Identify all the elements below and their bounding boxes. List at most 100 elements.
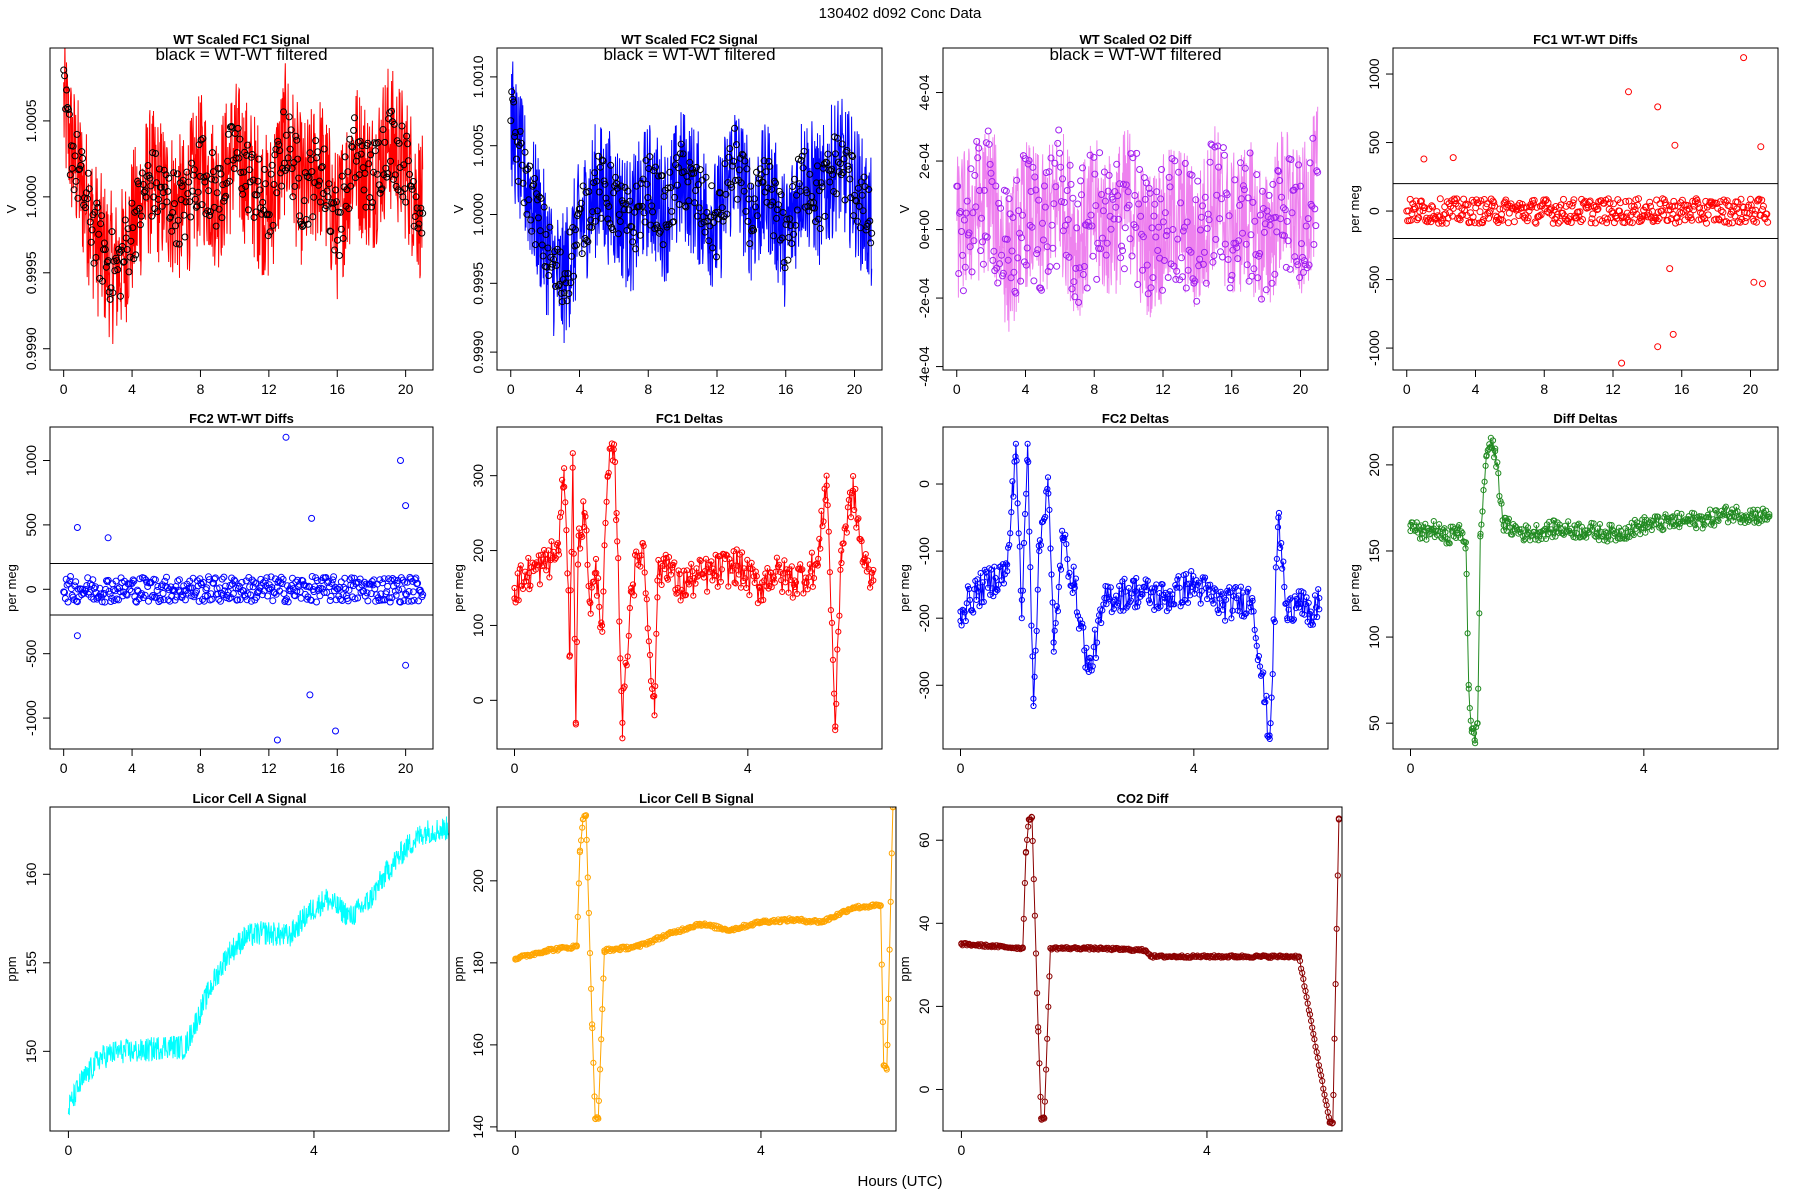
data-point bbox=[1148, 585, 1156, 592]
data-point bbox=[631, 208, 639, 216]
data-point bbox=[1052, 183, 1060, 191]
data-point bbox=[163, 198, 171, 206]
data-point bbox=[199, 579, 207, 586]
data-point bbox=[1481, 478, 1488, 485]
data-point bbox=[1747, 195, 1754, 203]
data-point bbox=[1155, 223, 1163, 231]
data-point bbox=[259, 591, 266, 599]
data-point bbox=[555, 547, 562, 554]
data-point bbox=[1311, 205, 1319, 213]
data-point bbox=[185, 178, 193, 186]
data-point bbox=[1329, 1119, 1336, 1126]
data-point bbox=[713, 253, 720, 261]
data-point bbox=[1174, 235, 1182, 243]
data-point bbox=[191, 195, 199, 203]
data-point bbox=[346, 576, 354, 584]
data-point bbox=[1461, 201, 1469, 209]
data-point bbox=[1763, 507, 1770, 514]
data-point bbox=[619, 719, 626, 726]
y-tick-label: -200 bbox=[916, 604, 932, 632]
data-point bbox=[860, 173, 868, 181]
data-point bbox=[1309, 1024, 1316, 1031]
data-point bbox=[658, 172, 666, 180]
data-point bbox=[532, 241, 539, 249]
data-point bbox=[625, 632, 632, 639]
data-point bbox=[304, 220, 312, 228]
data-point bbox=[1603, 219, 1611, 227]
data-point bbox=[1733, 503, 1740, 510]
data-point bbox=[380, 575, 388, 583]
y-tick-label: 2e-04 bbox=[916, 143, 932, 179]
data-point bbox=[616, 618, 623, 625]
data-point bbox=[141, 591, 149, 599]
data-point bbox=[742, 575, 749, 582]
data-point bbox=[1537, 211, 1545, 219]
plot-area bbox=[958, 813, 1342, 1127]
data-point bbox=[617, 182, 625, 190]
data-point bbox=[974, 588, 982, 595]
data-point bbox=[206, 212, 214, 219]
data-point bbox=[684, 178, 692, 186]
x-tick-label: 0 bbox=[60, 381, 68, 397]
data-point bbox=[733, 141, 740, 149]
data-point bbox=[1250, 265, 1258, 273]
data-point bbox=[1004, 568, 1011, 575]
data-point bbox=[593, 569, 600, 577]
data-point bbox=[560, 484, 567, 491]
data-point bbox=[1121, 575, 1128, 583]
data-point bbox=[1042, 513, 1049, 521]
data-point bbox=[807, 568, 814, 575]
data-point bbox=[1183, 218, 1191, 226]
data-point bbox=[734, 562, 741, 569]
data-point bbox=[1266, 732, 1273, 739]
data-point bbox=[198, 201, 206, 209]
data-point bbox=[226, 177, 233, 185]
data-point bbox=[548, 538, 555, 545]
data-point bbox=[747, 182, 755, 190]
data-point bbox=[563, 527, 570, 534]
data-point bbox=[1182, 571, 1190, 578]
data-point bbox=[270, 181, 278, 188]
x-tick-label: 12 bbox=[709, 381, 725, 397]
data-point bbox=[1202, 279, 1210, 287]
data-point bbox=[1278, 193, 1285, 201]
data-point bbox=[1520, 537, 1527, 544]
data-point bbox=[1041, 1098, 1049, 1105]
data-point bbox=[1216, 215, 1224, 223]
data-point bbox=[139, 181, 147, 188]
data-point bbox=[523, 210, 531, 218]
data-point bbox=[1146, 189, 1154, 197]
data-point bbox=[1728, 509, 1735, 517]
data-point bbox=[136, 204, 143, 212]
plot-area bbox=[1403, 54, 1772, 367]
data-point bbox=[865, 566, 873, 573]
data-point bbox=[975, 144, 983, 152]
data-point bbox=[984, 127, 992, 135]
data-point bbox=[1137, 212, 1145, 220]
data-point bbox=[291, 592, 299, 600]
data-point bbox=[836, 160, 844, 168]
data-point bbox=[822, 158, 830, 166]
data-point bbox=[1144, 577, 1151, 584]
data-point bbox=[1044, 1035, 1051, 1042]
data-point bbox=[1462, 545, 1469, 552]
data-point bbox=[1019, 211, 1026, 219]
data-point bbox=[1145, 184, 1153, 192]
data-point bbox=[955, 270, 963, 277]
data-point bbox=[1099, 207, 1107, 215]
data-point bbox=[647, 678, 655, 685]
data-point bbox=[1221, 240, 1229, 248]
data-point bbox=[1753, 197, 1761, 205]
data-point bbox=[1281, 583, 1288, 591]
data-point bbox=[546, 223, 554, 231]
data-point bbox=[527, 582, 534, 589]
data-point bbox=[677, 140, 685, 148]
data-point bbox=[215, 205, 223, 213]
data-point bbox=[1476, 208, 1484, 216]
data-point bbox=[64, 106, 72, 113]
data-point bbox=[1575, 520, 1582, 527]
data-point bbox=[598, 622, 606, 629]
data-point bbox=[834, 158, 842, 166]
data-point bbox=[579, 533, 586, 540]
